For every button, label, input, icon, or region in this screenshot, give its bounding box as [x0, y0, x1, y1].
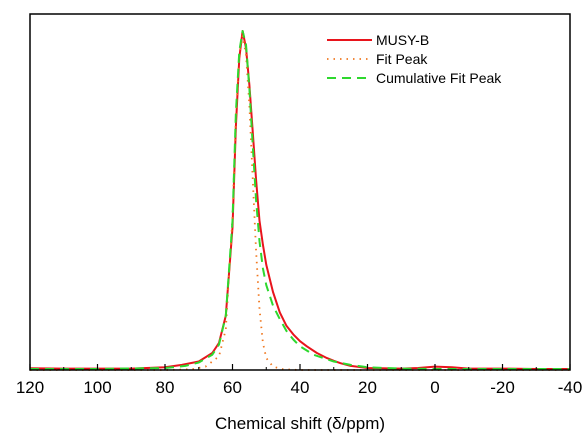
legend-label-musy-b: MUSY-B [376, 32, 429, 48]
series-line-fit-peak [30, 35, 570, 371]
x-tick-label: 120 [16, 378, 44, 397]
legend-label-fit-peak: Fit Peak [376, 51, 428, 67]
x-tick-label: 20 [358, 378, 377, 397]
x-tick-label: 100 [83, 378, 111, 397]
x-tick-label: -40 [558, 378, 583, 397]
legend-label-cumulative-fit-peak: Cumulative Fit Peak [376, 70, 502, 86]
x-axis-label: Chemical shift (δ/ppm) [215, 414, 385, 433]
legend: MUSY-B Fit Peak Cumulative Fit Peak [327, 32, 502, 86]
plot-frame [29, 13, 571, 371]
series-line-cumulative-fit-peak [30, 30, 570, 370]
x-tick-label: 60 [223, 378, 242, 397]
x-tick-label: 0 [430, 378, 439, 397]
x-tick-label: 80 [156, 378, 175, 397]
x-axis: 120 100 80 60 40 20 0 -20 -40 [16, 364, 582, 397]
x-tick-label: 40 [291, 378, 310, 397]
x-tick-label: -20 [490, 378, 515, 397]
series-layer [29, 30, 570, 371]
